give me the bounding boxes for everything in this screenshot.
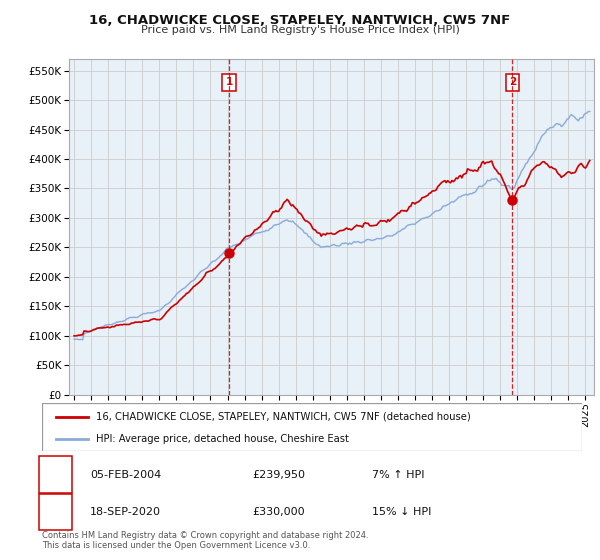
Text: Price paid vs. HM Land Registry's House Price Index (HPI): Price paid vs. HM Land Registry's House … <box>140 25 460 35</box>
Text: 18-SEP-2020: 18-SEP-2020 <box>90 507 161 517</box>
Text: £239,950: £239,950 <box>252 470 305 479</box>
Text: 15% ↓ HPI: 15% ↓ HPI <box>372 507 431 517</box>
Text: Contains HM Land Registry data © Crown copyright and database right 2024.: Contains HM Land Registry data © Crown c… <box>42 531 368 540</box>
Text: 05-FEB-2004: 05-FEB-2004 <box>90 470 161 479</box>
Text: 2: 2 <box>52 507 59 517</box>
Text: 16, CHADWICKE CLOSE, STAPELEY, NANTWICH, CW5 7NF (detached house): 16, CHADWICKE CLOSE, STAPELEY, NANTWICH,… <box>96 412 471 422</box>
Text: £330,000: £330,000 <box>252 507 305 517</box>
Text: This data is licensed under the Open Government Licence v3.0.: This data is licensed under the Open Gov… <box>42 541 310 550</box>
Text: 2: 2 <box>509 77 516 87</box>
Text: 16, CHADWICKE CLOSE, STAPELEY, NANTWICH, CW5 7NF: 16, CHADWICKE CLOSE, STAPELEY, NANTWICH,… <box>89 14 511 27</box>
Text: 7% ↑ HPI: 7% ↑ HPI <box>372 470 425 479</box>
Text: 1: 1 <box>52 470 59 479</box>
Text: 1: 1 <box>226 77 233 87</box>
Text: HPI: Average price, detached house, Cheshire East: HPI: Average price, detached house, Ches… <box>96 434 349 444</box>
